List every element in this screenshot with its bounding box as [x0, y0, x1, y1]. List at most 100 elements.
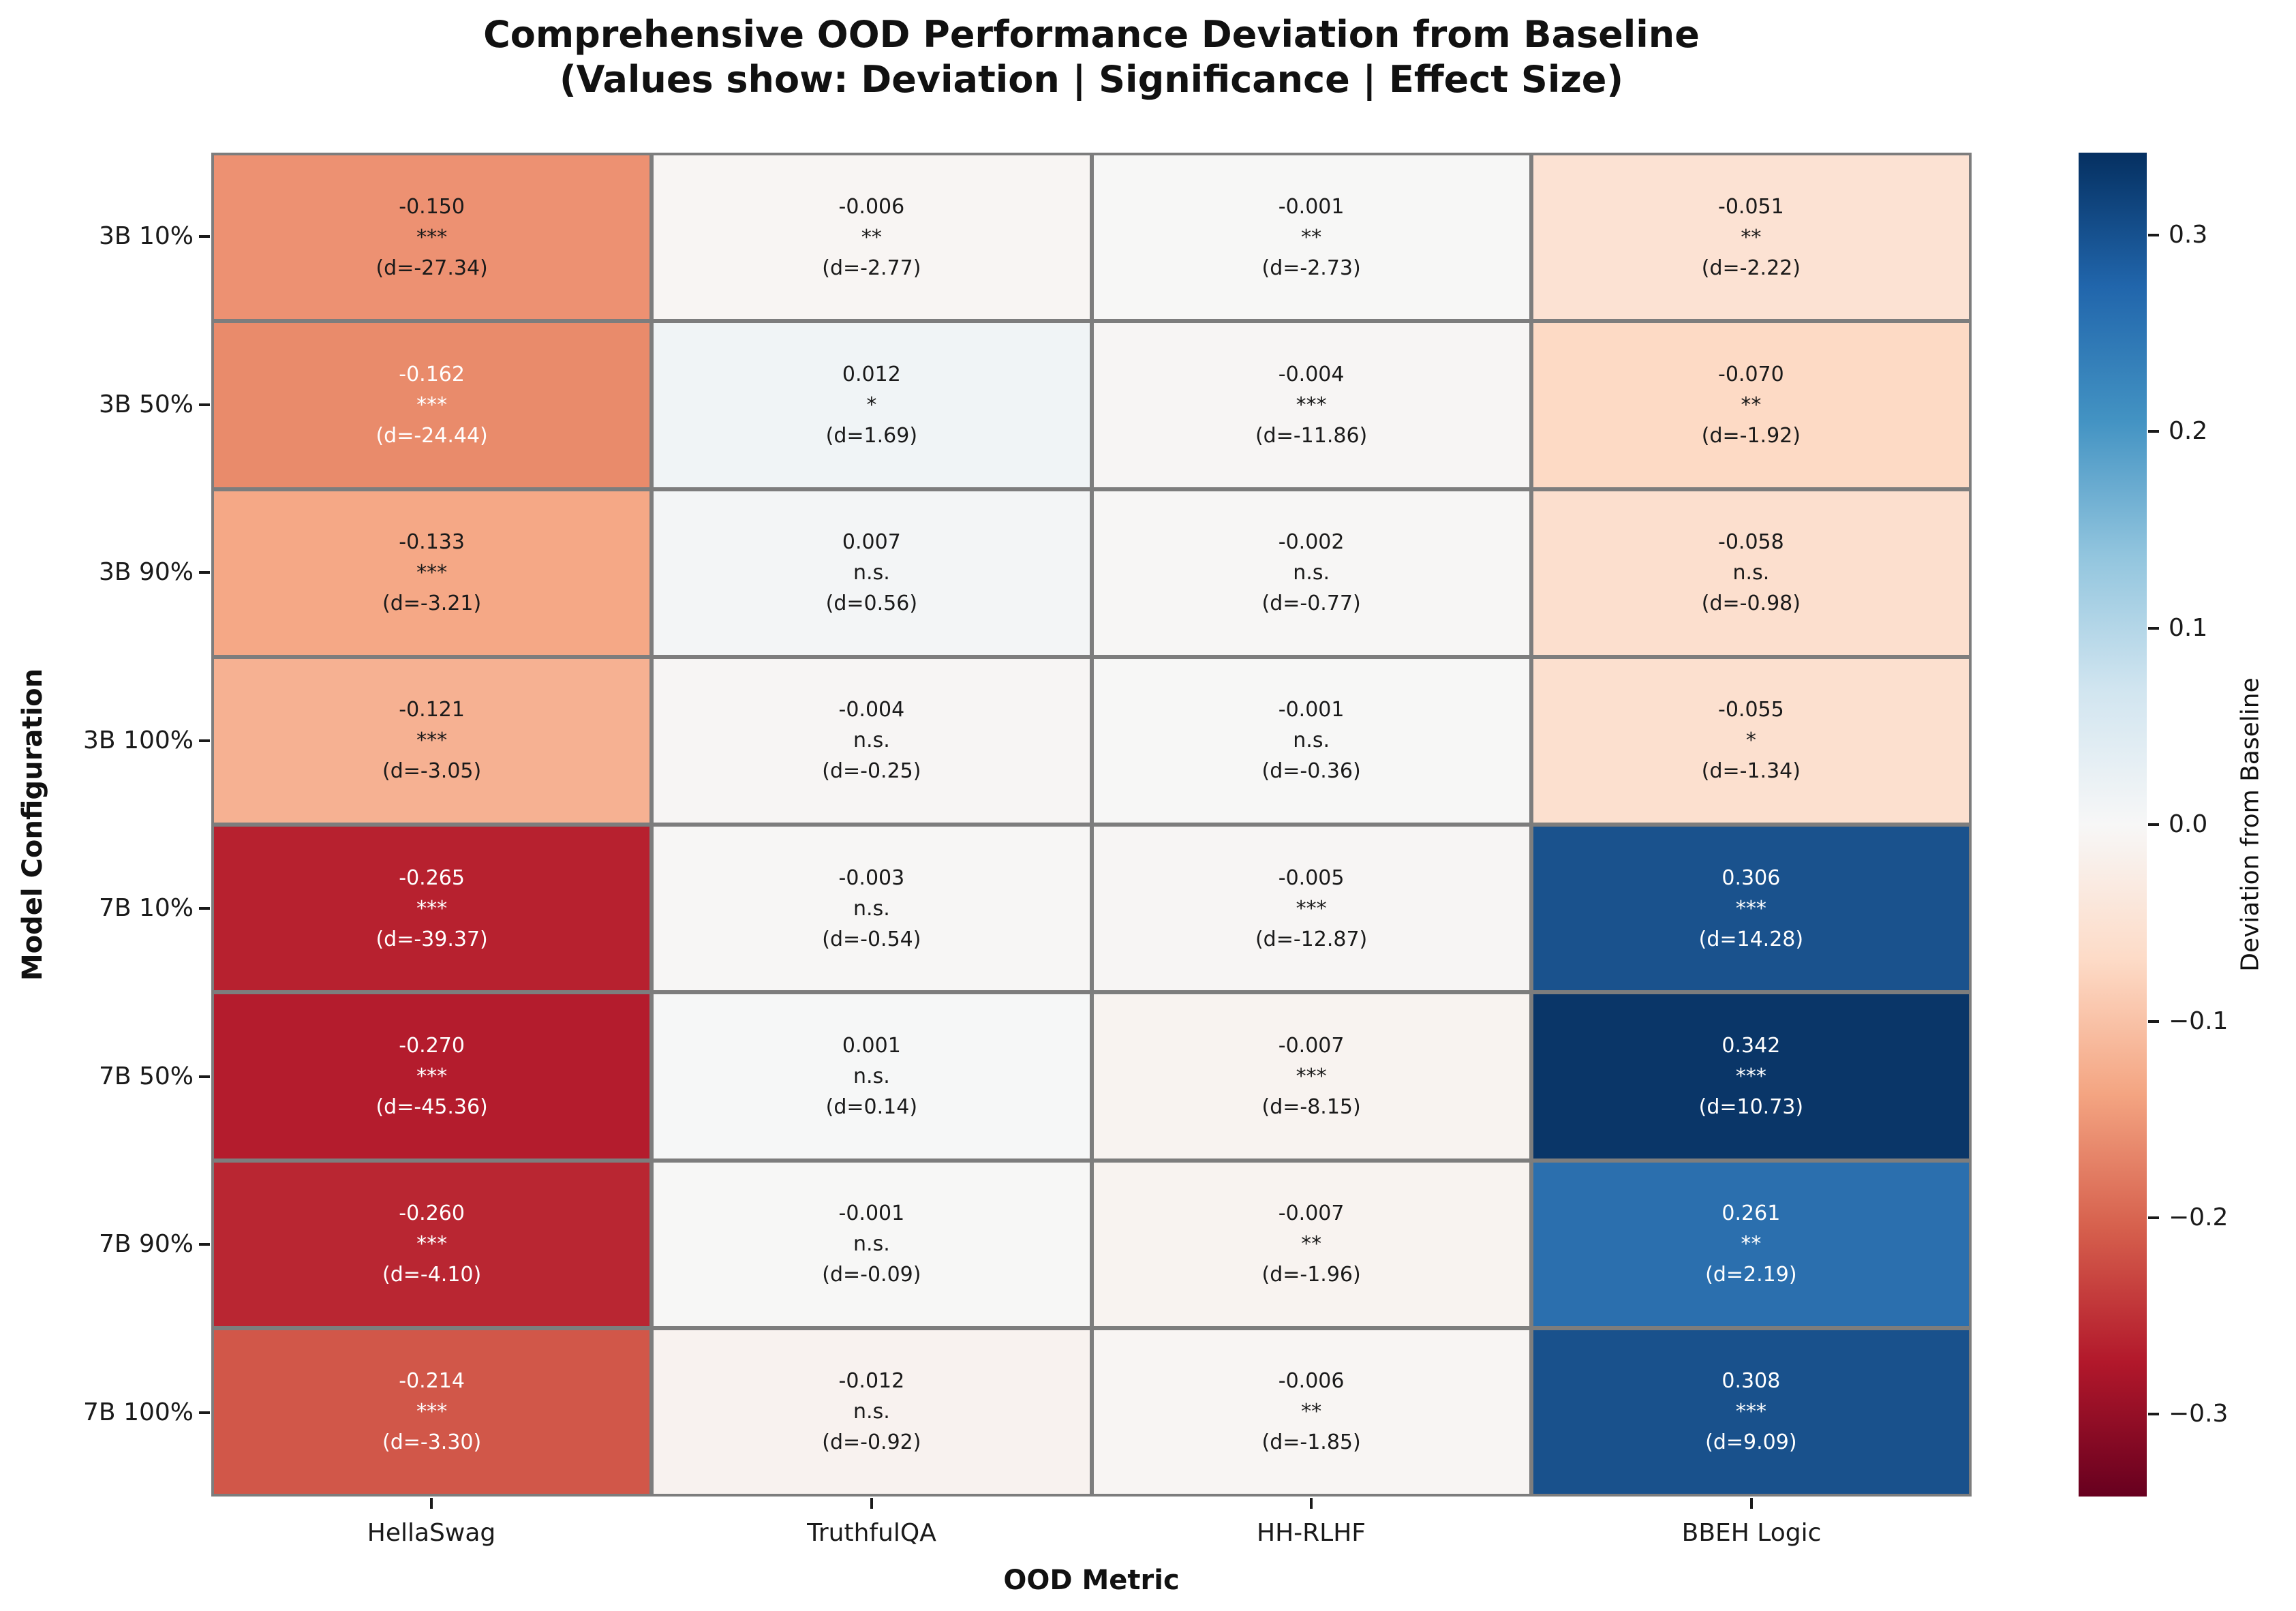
- cell-effect-size: (d=-24.44): [376, 423, 488, 448]
- cell-value: -0.007: [1278, 1033, 1345, 1058]
- cell-effect-size: (d=-0.25): [822, 759, 921, 784]
- cell-significance: n.s.: [853, 1400, 890, 1424]
- row-label-3b-10: 3B 10%: [98, 222, 194, 250]
- heatmap-cell: -0.007 *** (d=-8.15): [1093, 994, 1529, 1159]
- row-label-7b-100: 7B 100%: [83, 1398, 194, 1426]
- cell-significance: ***: [1735, 1064, 1766, 1088]
- cell-effect-size: (d=-0.54): [822, 927, 921, 951]
- col-label-truthfulqa: TruthfulQA: [807, 1519, 936, 1547]
- cell-significance: **: [1301, 1232, 1322, 1257]
- heatmap-cell: -0.006 ** (d=-1.85): [1093, 1330, 1529, 1494]
- chart-title-line2: (Values show: Deviation | Significance |…: [559, 58, 1624, 101]
- cell-value: 0.306: [1721, 865, 1781, 890]
- colorbar-tick-label: 0.2: [2169, 417, 2208, 445]
- cell-value: -0.162: [399, 362, 465, 386]
- cell-effect-size: (d=-3.21): [382, 592, 482, 616]
- cell-significance: ***: [416, 1232, 448, 1257]
- heatmap-cell: -0.003 n.s. (d=-0.54): [654, 827, 1090, 991]
- chart-title-line1: Comprehensive OOD Performance Deviation …: [483, 13, 1700, 56]
- x-axis-label: OOD Metric: [1003, 1565, 1180, 1596]
- cell-significance: ***: [416, 896, 448, 921]
- colorbar-tick-mark: [2148, 1020, 2159, 1023]
- cell-value: -0.133: [399, 530, 465, 555]
- heatmap-cell: -0.012 n.s. (d=-0.92): [654, 1330, 1090, 1494]
- cell-effect-size: (d=-0.92): [822, 1430, 921, 1455]
- heatmap-cell: -0.260 *** (d=-4.10): [214, 1162, 650, 1326]
- cell-value: -0.214: [399, 1369, 465, 1394]
- cell-significance: ***: [1296, 896, 1327, 921]
- cell-significance: ***: [416, 393, 448, 417]
- y-tick-mark: [199, 1075, 210, 1078]
- cell-significance: ***: [416, 1064, 448, 1088]
- cell-effect-size: (d=-1.96): [1261, 1263, 1361, 1287]
- cell-value: 0.001: [842, 1033, 901, 1058]
- cell-significance: n.s.: [853, 1064, 890, 1088]
- y-tick-mark: [199, 1243, 210, 1246]
- row-label-7b-50: 7B 50%: [98, 1062, 194, 1090]
- cell-value: -0.004: [1278, 362, 1345, 386]
- cell-effect-size: (d=2.19): [1705, 1263, 1797, 1287]
- colorbar-tick-mark: [2148, 823, 2159, 826]
- heatmap-cell: -0.055 * (d=-1.34): [1533, 658, 1969, 823]
- cell-effect-size: (d=-1.92): [1701, 423, 1801, 448]
- cell-significance: **: [1741, 225, 1762, 249]
- cell-significance: ***: [416, 561, 448, 585]
- cell-effect-size: (d=10.73): [1698, 1094, 1804, 1119]
- cell-effect-size: (d=0.14): [825, 1094, 918, 1119]
- heatmap-cell: -0.001 n.s. (d=-0.09): [654, 1162, 1090, 1326]
- cell-effect-size: (d=-11.86): [1255, 423, 1368, 448]
- cell-value: -0.007: [1278, 1201, 1345, 1226]
- heatmap-cell: -0.058 n.s. (d=-0.98): [1533, 491, 1969, 655]
- heatmap-cell: 0.012 * (d=1.69): [654, 323, 1090, 487]
- colorbar-tick-label: 0.1: [2169, 614, 2208, 642]
- heatmap-cell: -0.002 n.s. (d=-0.77): [1093, 491, 1529, 655]
- cell-effect-size: (d=-2.73): [1261, 256, 1361, 280]
- cell-value: -0.260: [399, 1201, 465, 1226]
- cell-effect-size: (d=-3.05): [382, 759, 482, 784]
- cell-value: -0.004: [838, 698, 905, 722]
- cell-significance: n.s.: [853, 1232, 890, 1257]
- heatmap-cell: 0.001 n.s. (d=0.14): [654, 994, 1090, 1159]
- heatmap-cell: -0.001 ** (d=-2.73): [1093, 155, 1529, 320]
- cell-value: 0.342: [1721, 1033, 1781, 1058]
- colorbar-tick-mark: [2148, 1216, 2159, 1219]
- heatmap-cell: -0.270 *** (d=-45.36): [214, 994, 650, 1159]
- row-label-3b-90: 3B 90%: [98, 558, 194, 586]
- cell-value: -0.051: [1718, 194, 1784, 219]
- cell-value: -0.150: [399, 194, 465, 219]
- cell-value: -0.270: [399, 1033, 465, 1058]
- colorbar-tick-mark: [2148, 234, 2159, 236]
- y-tick-mark: [199, 907, 210, 910]
- cell-significance: n.s.: [1732, 561, 1770, 585]
- cell-value: -0.070: [1718, 362, 1784, 386]
- cell-value: -0.001: [1278, 698, 1345, 722]
- heatmap: -0.150 *** (d=-27.34) -0.006 ** (d=-2.77…: [211, 153, 1972, 1497]
- cell-significance: **: [1741, 393, 1762, 417]
- cell-value: -0.002: [1278, 530, 1345, 555]
- heatmap-cell: -0.005 *** (d=-12.87): [1093, 827, 1529, 991]
- row-label-7b-10: 7B 10%: [98, 894, 194, 922]
- cell-value: -0.006: [838, 194, 905, 219]
- cell-significance: ***: [416, 225, 448, 249]
- heatmap-cell: -0.265 *** (d=-39.37): [214, 827, 650, 991]
- cell-effect-size: (d=-2.77): [822, 256, 921, 280]
- heatmap-cell: -0.070 ** (d=-1.92): [1533, 323, 1969, 487]
- x-tick-mark: [870, 1498, 873, 1509]
- cell-effect-size: (d=-0.98): [1701, 592, 1801, 616]
- cell-effect-size: (d=-12.87): [1255, 927, 1368, 951]
- cell-value: -0.265: [399, 865, 465, 890]
- cell-significance: **: [1301, 1400, 1322, 1424]
- cell-value: 0.261: [1721, 1201, 1781, 1226]
- cell-effect-size: (d=-39.37): [376, 927, 488, 951]
- col-label-hellaswag: HellaSwag: [367, 1519, 496, 1547]
- heatmap-cell: -0.001 n.s. (d=-0.36): [1093, 658, 1529, 823]
- colorbar-tick-label: −0.2: [2169, 1203, 2229, 1231]
- row-label-7b-90: 7B 90%: [98, 1230, 194, 1258]
- x-tick-mark: [1750, 1498, 1753, 1509]
- row-label-3b-50: 3B 50%: [98, 390, 194, 418]
- cell-significance: **: [1741, 1232, 1762, 1257]
- cell-effect-size: (d=-0.09): [822, 1263, 921, 1287]
- y-tick-mark: [199, 1411, 210, 1414]
- heatmap-cell: 0.342 *** (d=10.73): [1533, 994, 1969, 1159]
- cell-effect-size: (d=-0.77): [1261, 592, 1361, 616]
